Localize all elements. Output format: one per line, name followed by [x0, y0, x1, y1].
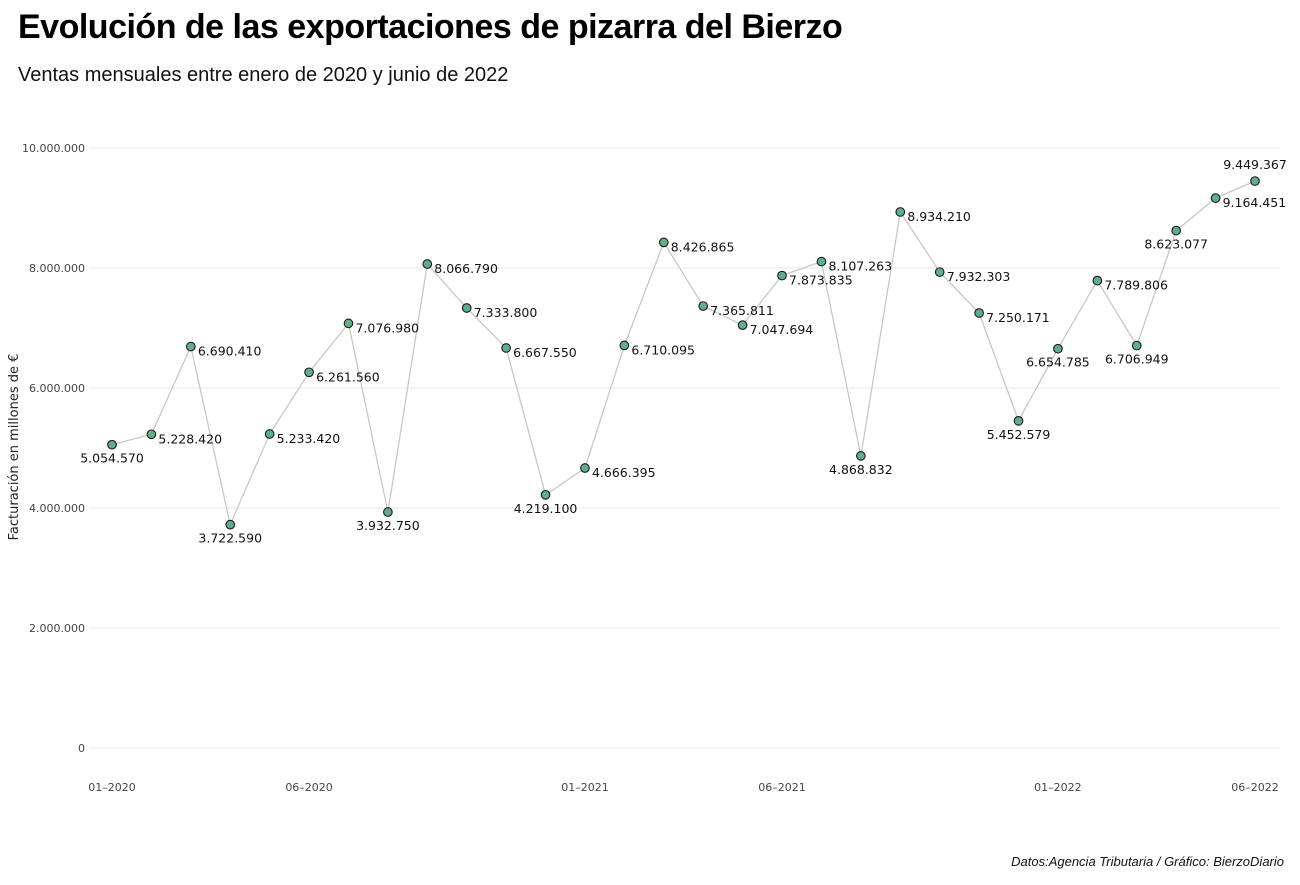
data-point — [777, 270, 787, 281]
data-label: 9.164.451 — [1223, 195, 1287, 210]
x-axis: 01–2020 06–2020 01–2021 06–2021 01–2022 06–20… — [88, 781, 1279, 794]
x-tick-label: 01–2022 — [1034, 781, 1082, 794]
grid-lines — [91, 147, 1280, 749]
data-point — [895, 207, 906, 217]
data-label: 7.076.980 — [355, 320, 419, 335]
data-point — [304, 367, 314, 378]
data-label: 3.722.590 — [198, 531, 262, 546]
data-point — [974, 308, 984, 318]
data-point — [422, 259, 433, 269]
x-tick-label: 01–2021 — [561, 781, 609, 794]
data-point — [461, 303, 472, 313]
data-point — [1092, 275, 1103, 286]
data-point — [619, 340, 630, 351]
data-points — [107, 176, 1260, 530]
data-label: 7.250.171 — [986, 310, 1050, 325]
data-point — [146, 429, 157, 440]
y-tick-label: 10.000.000 — [22, 142, 85, 155]
data-label: 4.666.395 — [592, 465, 656, 480]
data-point — [225, 519, 236, 530]
data-point — [934, 267, 945, 277]
data-point — [1131, 340, 1142, 351]
data-label: 6.690.410 — [198, 344, 262, 359]
data-label: 7.365.811 — [710, 303, 774, 318]
data-point — [1210, 193, 1221, 203]
data-point — [107, 439, 117, 450]
data-label: 4.219.100 — [514, 501, 578, 516]
x-tick-label: 06–2020 — [285, 781, 333, 794]
y-tick-label: 8.000.000 — [29, 262, 85, 275]
y-tick-label: 0 — [78, 742, 85, 755]
y-axis-label: Facturación en millones de € — [7, 354, 22, 541]
data-label: 3.932.750 — [356, 518, 420, 533]
y-tick-label: 4.000.000 — [29, 502, 85, 515]
data-point — [383, 507, 393, 517]
data-label: 6.667.550 — [513, 345, 577, 360]
data-label: 6.706.949 — [1105, 352, 1169, 367]
chart-title: Evolución de las exportaciones de pizarr… — [18, 8, 843, 46]
data-labels: 5.054.570 5.228.420 6.690.410 3.722.590 5.23… — [80, 157, 1287, 546]
data-point — [1013, 415, 1024, 426]
data-label: 8.107.263 — [828, 259, 892, 274]
data-point — [698, 301, 709, 311]
data-label: 5.452.579 — [987, 427, 1051, 442]
data-label: 8.623.077 — [1144, 237, 1208, 252]
data-point — [540, 490, 551, 500]
data-point — [856, 451, 866, 461]
data-point — [580, 463, 590, 473]
data-label: 6.261.560 — [316, 369, 380, 384]
data-label: 9.449.367 — [1223, 157, 1287, 172]
y-axis: 0 2.000.000 4.000.000 6.000.000 8.000.000 10.… — [22, 142, 85, 755]
data-label: 4.868.832 — [829, 462, 893, 477]
data-label: 5.054.570 — [80, 451, 144, 466]
data-label: 7.333.800 — [474, 305, 538, 320]
data-label: 5.233.420 — [277, 431, 341, 446]
data-label: 8.934.210 — [907, 209, 971, 224]
data-label: 8.426.865 — [671, 239, 735, 254]
data-label: 8.066.790 — [434, 261, 498, 276]
data-point — [264, 429, 275, 439]
data-point — [1250, 176, 1260, 186]
data-point — [501, 343, 511, 353]
series-line — [111, 180, 1256, 527]
y-tick-label: 2.000.000 — [29, 622, 85, 635]
data-label: 6.710.095 — [631, 342, 695, 357]
data-point — [816, 256, 827, 267]
data-label: 7.873.835 — [789, 273, 853, 288]
data-point — [185, 341, 196, 352]
data-point — [1053, 343, 1063, 354]
data-label: 6.654.785 — [1026, 355, 1090, 370]
x-tick-label: 06–2022 — [1231, 781, 1279, 794]
data-point — [343, 318, 354, 329]
x-tick-label: 01–2020 — [88, 781, 136, 794]
chart-subtitle: Ventas mensuales entre enero de 2020 y j… — [18, 64, 509, 86]
source-caption: Datos:Agencia Tributaria / Gráfico: Bier… — [1011, 854, 1284, 869]
data-point — [1171, 225, 1182, 236]
data-point — [737, 320, 748, 330]
data-label: 7.789.806 — [1104, 278, 1168, 293]
y-tick-label: 6.000.000 — [29, 382, 85, 395]
series-polyline — [111, 180, 1256, 527]
data-label: 5.228.420 — [158, 431, 222, 446]
x-tick-label: 06–2021 — [758, 781, 806, 794]
data-label: 7.932.303 — [947, 269, 1011, 284]
data-label: 7.047.694 — [750, 322, 814, 337]
data-point — [658, 237, 669, 248]
